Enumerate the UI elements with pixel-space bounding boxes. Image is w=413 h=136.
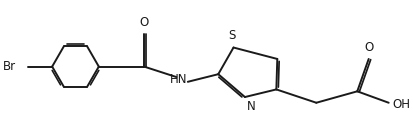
Text: N: N xyxy=(246,100,255,113)
Text: OH: OH xyxy=(392,98,410,111)
Text: O: O xyxy=(363,41,373,54)
Text: HN: HN xyxy=(169,73,187,86)
Text: O: O xyxy=(139,16,148,30)
Text: Br: Br xyxy=(2,60,15,73)
Text: S: S xyxy=(228,29,235,42)
